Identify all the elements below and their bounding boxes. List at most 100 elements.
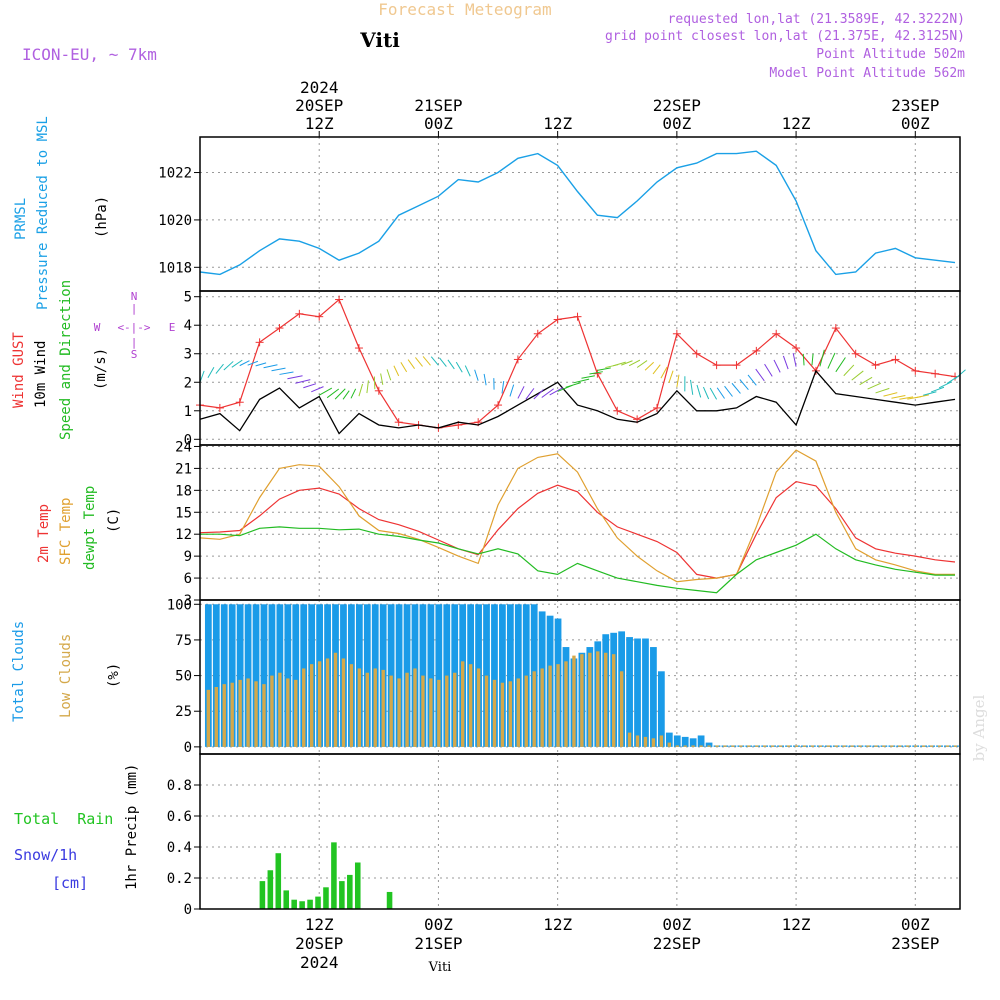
low-cloud-bar bbox=[794, 745, 799, 747]
top-time-label: 12Z bbox=[782, 114, 811, 133]
total-cloud-bar bbox=[705, 742, 713, 747]
rain-bar bbox=[331, 842, 337, 909]
wind-direction-arrow bbox=[263, 364, 278, 369]
wind-direction-arrow bbox=[483, 373, 487, 386]
wind-direction-arrow bbox=[755, 368, 765, 382]
low-cloud-bar bbox=[389, 675, 393, 747]
wind-direction-arrow bbox=[843, 364, 855, 377]
low-cloud-bar bbox=[413, 668, 417, 747]
total-cloud-bar bbox=[427, 604, 435, 747]
top-time-label: 00Z bbox=[662, 114, 691, 133]
y-tick-label: 0 bbox=[184, 432, 192, 448]
wind-direction-arrow bbox=[628, 359, 641, 367]
low-cloud-bar bbox=[373, 668, 377, 747]
wind-direction-arrow bbox=[802, 353, 805, 366]
low-cloud-bar bbox=[437, 679, 441, 747]
wind-direction-arrow bbox=[407, 359, 415, 369]
rain-bar bbox=[307, 899, 313, 909]
wind-direction-arrow bbox=[358, 383, 364, 397]
wind-direction-arrow bbox=[464, 365, 471, 377]
wind-direction-arrow bbox=[652, 364, 661, 375]
low-cloud-bar bbox=[548, 665, 552, 747]
low-cloud-bar bbox=[890, 745, 894, 747]
wind-direction-arrow bbox=[474, 369, 479, 381]
low-cloud-bar bbox=[842, 745, 846, 747]
wind-speed-line bbox=[199, 369, 956, 435]
low-cloud-bar bbox=[611, 654, 616, 747]
wind-direction-arrow bbox=[271, 367, 286, 372]
wind-direction-arrow bbox=[597, 367, 611, 371]
low-cloud-bar bbox=[619, 671, 624, 747]
bottom-time-label: 00Z bbox=[424, 915, 453, 934]
y-tick-label: 0 bbox=[184, 740, 192, 756]
bottom-time-label: 20SEP bbox=[295, 934, 343, 953]
total-cloud-bar bbox=[228, 604, 236, 747]
y-tick-label: 0.8 bbox=[167, 778, 192, 794]
cloud-label-total: Total Clouds bbox=[11, 621, 27, 722]
total-cloud-bar bbox=[499, 604, 506, 747]
low-cloud-bar bbox=[850, 745, 854, 747]
y-tick-label: 50 bbox=[175, 669, 192, 685]
total-cloud-bar bbox=[435, 604, 443, 747]
low-cloud-bar bbox=[317, 661, 322, 747]
pressure-panel: 1018 1020 1022 bbox=[158, 136, 961, 292]
low-cloud-bar bbox=[230, 682, 234, 747]
low-cloud-bar bbox=[309, 664, 314, 747]
bottom-time-label: 12Z bbox=[543, 915, 572, 934]
y-tick-label: 21 bbox=[175, 461, 192, 477]
wind-direction-arrow bbox=[380, 373, 384, 385]
low-cloud-bar bbox=[604, 652, 608, 747]
low-cloud-bar bbox=[683, 745, 687, 747]
low-cloud-bar bbox=[500, 682, 505, 747]
wind-direction-arrow bbox=[938, 381, 952, 389]
y-tick-label: 0.6 bbox=[167, 809, 192, 825]
low-cloud-bar bbox=[810, 745, 815, 747]
total-cloud-bar bbox=[260, 604, 268, 747]
wind-direction-arrow bbox=[709, 387, 718, 400]
low-cloud-bar bbox=[770, 745, 775, 747]
low-cloud-bar bbox=[699, 745, 703, 747]
rain-bar bbox=[267, 870, 274, 909]
top-time-label: 20SEP bbox=[295, 96, 343, 115]
wind-panel: 0 1 2 3 4 5 bbox=[184, 290, 966, 448]
wind-direction-arrow bbox=[764, 363, 773, 377]
compass-south: S bbox=[131, 348, 138, 361]
wind-direction-arrow bbox=[931, 386, 945, 393]
low-cloud-bar bbox=[691, 745, 695, 747]
compass-north: N bbox=[131, 290, 138, 303]
wind-direction-arrow bbox=[716, 387, 725, 399]
total-cloud-bar bbox=[697, 735, 705, 747]
wind-direction-arrow bbox=[660, 366, 668, 379]
y-tick-label: 100 bbox=[167, 597, 192, 613]
wind-label-gust: Wind GUST bbox=[11, 332, 27, 408]
wind-direction-arrow bbox=[415, 357, 423, 367]
low-cloud-bar bbox=[675, 745, 679, 747]
total-cloud-bar bbox=[204, 604, 212, 747]
low-cloud-bar bbox=[874, 745, 878, 747]
wind-label-10m: 10m Wind bbox=[33, 341, 49, 408]
low-cloud-bar bbox=[627, 732, 632, 747]
low-cloud-bar bbox=[826, 745, 830, 747]
rain-bar bbox=[386, 891, 393, 909]
wind-direction-arrow bbox=[350, 388, 357, 399]
y-tick-label: 4 bbox=[184, 318, 192, 334]
panel-border bbox=[199, 290, 961, 446]
compass-north-bar: | bbox=[131, 302, 138, 315]
wind-direction-arrow bbox=[318, 387, 333, 396]
top-time-label: 2024 bbox=[300, 78, 339, 97]
cloud-labels: Total Clouds Low Clouds (%) bbox=[11, 621, 122, 722]
total-cloud-bar bbox=[626, 637, 633, 747]
wind-direction-arrow bbox=[819, 349, 825, 367]
y-tick-label: 9 bbox=[184, 549, 192, 565]
total-cloud-bar bbox=[220, 604, 228, 747]
bottom-time-label: 21SEP bbox=[414, 934, 462, 953]
y-tick-label: 75 bbox=[175, 633, 192, 649]
low-cloud-bar bbox=[572, 655, 576, 747]
bottom-time-label: 12Z bbox=[782, 915, 811, 934]
rain-bar bbox=[259, 881, 266, 909]
total-cloud-bar bbox=[212, 604, 220, 747]
low-cloud-bar bbox=[302, 668, 306, 747]
temp-line bbox=[199, 480, 956, 579]
